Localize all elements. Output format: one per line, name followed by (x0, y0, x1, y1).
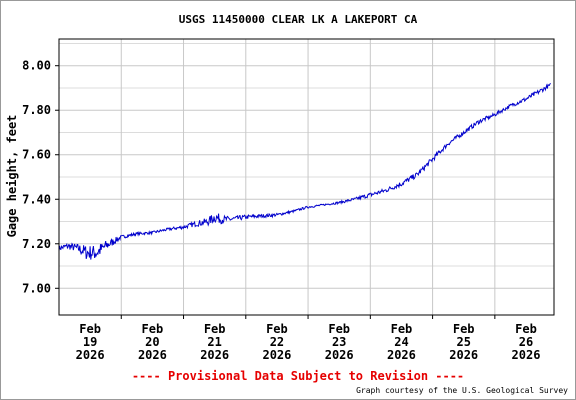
y-tick-label: 7.20 (22, 237, 51, 251)
axis-ticks: 7.007.207.407.607.808.00Feb192026Feb2020… (22, 59, 540, 362)
y-tick-label: 8.00 (22, 59, 51, 73)
x-tick-label: 2026 (512, 348, 541, 362)
y-tick-label: 7.40 (22, 192, 51, 206)
x-tick-label: 23 (332, 335, 346, 349)
x-tick-label: 2026 (200, 348, 229, 362)
x-tick-label: Feb (515, 322, 537, 336)
x-tick-label: 2026 (449, 348, 478, 362)
x-tick-label: 2026 (138, 348, 167, 362)
gage-height-series-line (58, 82, 551, 260)
x-tick-label: 2026 (387, 348, 416, 362)
x-tick-label: 26 (519, 335, 533, 349)
x-tick-label: Feb (79, 322, 101, 336)
series-layer (58, 82, 551, 260)
x-tick-label: Feb (391, 322, 413, 336)
x-tick-label: 19 (83, 335, 97, 349)
x-tick-label: 2026 (262, 348, 291, 362)
x-tick-label: Feb (142, 322, 164, 336)
graph-credit: Graph courtesy of the U.S. Geological Su… (356, 386, 568, 395)
x-tick-label: 2026 (76, 348, 105, 362)
y-tick-label: 7.00 (22, 281, 51, 295)
chart-title: USGS 11450000 CLEAR LK A LAKEPORT CA (179, 13, 418, 26)
x-tick-label: 24 (394, 335, 408, 349)
x-tick-label: 2026 (325, 348, 354, 362)
plot-area (58, 38, 555, 316)
x-tick-label: Feb (328, 322, 350, 336)
grid (59, 39, 554, 315)
x-tick-label: Feb (453, 322, 475, 336)
x-tick-label: 20 (145, 335, 159, 349)
x-tick-label: Feb (266, 322, 288, 336)
x-tick-label: Feb (204, 322, 226, 336)
y-tick-label: 7.60 (22, 148, 51, 162)
y-tick-label: 7.80 (22, 103, 51, 117)
y-axis-label: Gage height, feet (5, 115, 19, 238)
x-tick-label: 21 (207, 335, 221, 349)
x-tick-label: 25 (456, 335, 470, 349)
x-tick-label: 22 (270, 335, 284, 349)
provisional-notice: ---- Provisional Data Subject to Revisio… (132, 369, 464, 383)
